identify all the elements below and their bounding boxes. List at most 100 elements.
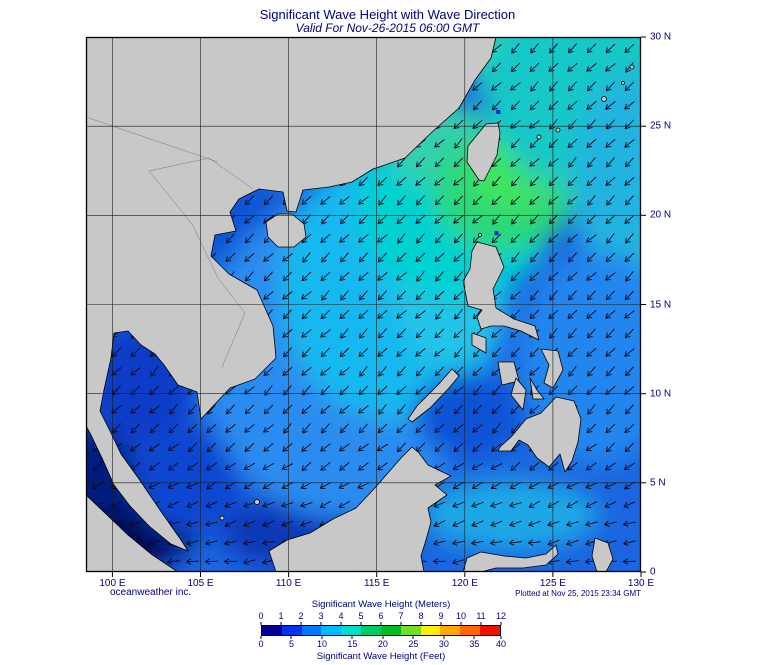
wave-arrow [605,214,616,224]
taiwan [466,122,501,182]
wave-arrow [415,328,425,339]
wave-arrow [377,214,388,225]
colorbar-segment [341,626,362,635]
wave-arrow [397,404,406,415]
wave-arrow [378,328,387,339]
wave-arrow [301,329,312,338]
wave-arrow [511,176,520,187]
meter-tick-label: 11 [476,611,486,621]
wave-arrow [320,233,331,243]
wave-arrow [452,558,465,565]
wave-arrow [263,291,274,300]
meter-tick-label: 7 [398,611,404,621]
wave-arrow [396,423,407,433]
feet-tick-label: 15 [347,639,358,649]
wave-arrow [149,423,159,434]
wave-arrow [510,329,521,338]
wave-arrow [358,405,369,414]
wave-arrow [567,309,578,319]
wave-arrow [130,347,141,358]
wave-arrow [568,366,577,377]
wave-arrow [205,520,218,527]
wave-arrow [434,424,445,433]
wave-arrow [415,157,425,168]
wave-arrow [320,347,330,358]
wave-arrow [244,404,254,415]
wave-arrow [604,501,617,508]
feet-tick-label: 30 [438,639,449,649]
wave-arrow [301,443,312,452]
lon-tick-label: 120 E [451,578,478,589]
wave-arrow [491,233,502,244]
wave-arrow [130,405,141,414]
wave-arrow [432,558,446,565]
wave-arrow [585,482,598,489]
wave-arrow [281,463,294,470]
wave-arrow [567,252,577,263]
wave-arrow [243,501,256,508]
wave-arrow [624,101,635,110]
wave-arrow [567,272,578,281]
wave-arrow [243,558,256,565]
wave-arrow [245,271,254,282]
wave-arrow [454,138,463,149]
wave-arrow [528,521,541,527]
wave-arrow [435,271,444,282]
wave-arrow [262,481,274,490]
wave-arrow [338,500,351,509]
wave-arrow [262,501,275,508]
wave-arrow [568,328,577,339]
colorbar [261,625,501,636]
wave-arrow [301,271,312,282]
wave-arrow [338,482,351,489]
wave-arrow [510,271,521,282]
wave-arrow [434,157,444,168]
wave-arrow [435,233,444,244]
wave-arrow [339,271,350,281]
wave-arrow [225,252,236,262]
wave-arrow [567,63,578,72]
wave-arrow [549,81,558,92]
wave-arrow [282,253,293,262]
wave-arrow [625,62,634,73]
wave-arrow [377,347,388,357]
map-area: 100 E 105 E 110 E 115 E 120 E 125 E 130 E 0 5 N… [85,32,671,589]
wave-arrow [396,290,406,301]
hainan [265,213,307,248]
wave-arrow [204,558,218,565]
wave-arrow [568,81,577,92]
wave-arrow [568,290,577,301]
wave-arrow [282,309,292,320]
wave-arrow [490,481,503,490]
wave-arrow [510,291,521,300]
wave-arrow [549,252,558,263]
wave-arrow [359,290,368,301]
colorbar-segment [460,626,481,635]
wave-arrow [225,404,235,415]
wave-arrow [225,442,236,453]
legend-tickmark [473,636,475,639]
wave-arrow [263,271,273,282]
wave-arrow [529,367,540,376]
wave-arrow [624,43,635,53]
wave-arrow [433,520,446,527]
wave-arrow [205,539,218,546]
wave-arrow [262,539,275,546]
wave-arrow [625,233,634,244]
wave-arrow [625,195,634,206]
wave-arrow [624,366,634,377]
wave-arrow [586,138,597,148]
wave-arrow [358,234,369,243]
meter-tick-row: 0 1 2 3 4 5 6 7 8 9 10 11 12 [258,611,506,622]
wave-arrow [452,520,465,527]
lat-tick-label: 30 N [650,31,672,43]
wave-arrow [320,443,331,452]
wave-arrow [396,310,407,319]
lat-tick-label: 0 [650,566,656,578]
colorbar-segment [440,626,461,635]
wave-arrow [435,309,444,320]
wave-arrow [623,520,636,527]
wave-arrow [587,366,596,377]
wave-arrow [205,462,217,471]
